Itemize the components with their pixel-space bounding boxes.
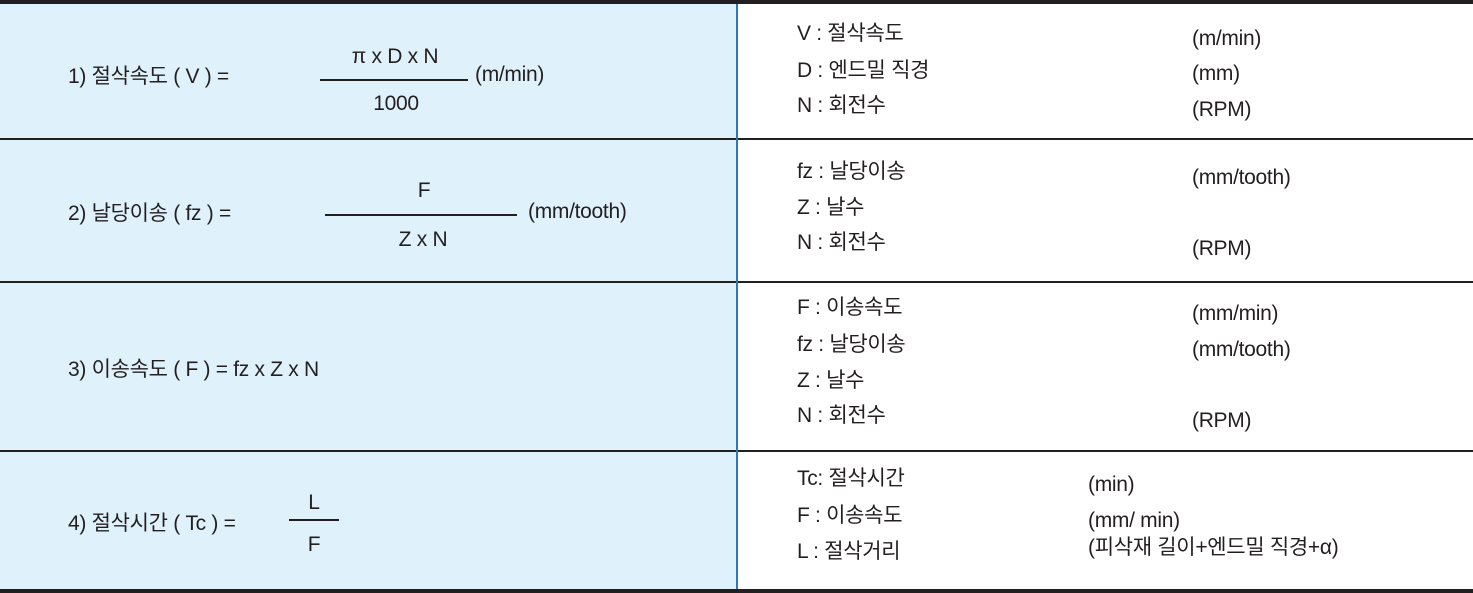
- formula-numerator: F: [417, 179, 431, 202]
- definition-unit: (min): [1088, 473, 1135, 496]
- bottom-rule: [0, 589, 1473, 593]
- fraction-bar: [289, 519, 339, 521]
- definition-unit: (mm/ min): [1088, 509, 1180, 532]
- formula-numerator: π x D x N: [351, 45, 439, 68]
- formula-denominator: 1000: [373, 92, 419, 115]
- definition-unit: (mm/tooth): [1192, 338, 1291, 361]
- formula-label: 3) 이송속도 ( F ) = fz x Z x N: [68, 358, 319, 381]
- definition-term: Z : 날수: [797, 196, 865, 219]
- formula-label: 1) 절삭속도 ( V ) =: [68, 65, 229, 88]
- definition-term: Z : 날수: [797, 369, 865, 392]
- fraction-bar: [320, 79, 468, 81]
- fraction-bar: [325, 214, 517, 216]
- definition-term: F : 이송속도: [797, 296, 903, 319]
- definition-term: Tc: 절삭시간: [797, 467, 905, 490]
- formula-label: 2) 날당이송 ( fz ) =: [68, 202, 231, 225]
- formula-denominator: F: [307, 533, 321, 556]
- definition-term: fz : 날당이송: [797, 160, 906, 183]
- definition-term: fz : 날당이송: [797, 333, 906, 356]
- definition-unit: (mm/min): [1192, 302, 1279, 325]
- definition-term: N : 회전수: [797, 231, 886, 254]
- definition-unit: (피삭재 길이+엔드밀 직경+α): [1088, 536, 1339, 559]
- definition-unit: (RPM): [1192, 237, 1252, 260]
- definition-term: N : 회전수: [797, 404, 886, 427]
- formula-numerator: L: [308, 491, 320, 514]
- formula-label: 4) 절삭시간 ( Tc ) =: [68, 512, 236, 535]
- formula-column-bg: [0, 4, 736, 589]
- definition-term: L : 절삭거리: [797, 540, 901, 563]
- formula-unit: (mm/tooth): [528, 200, 627, 223]
- definition-term: V : 절삭속도: [797, 22, 904, 45]
- definition-term: F : 이송속도: [797, 504, 903, 527]
- definition-unit: (m/min): [1192, 27, 1262, 50]
- definition-term: D : 엔드밀 직경: [797, 59, 930, 82]
- definition-unit: (mm/tooth): [1192, 166, 1291, 189]
- formula-denominator: Z x N: [398, 228, 448, 251]
- formula-unit: (m/min): [475, 63, 545, 86]
- definition-term: N : 회전수: [797, 94, 886, 117]
- top-rule: [0, 0, 1473, 4]
- column-divider: [736, 4, 738, 589]
- definition-unit: (mm): [1192, 62, 1240, 85]
- definition-unit: (RPM): [1192, 98, 1252, 121]
- definition-unit: (RPM): [1192, 409, 1252, 432]
